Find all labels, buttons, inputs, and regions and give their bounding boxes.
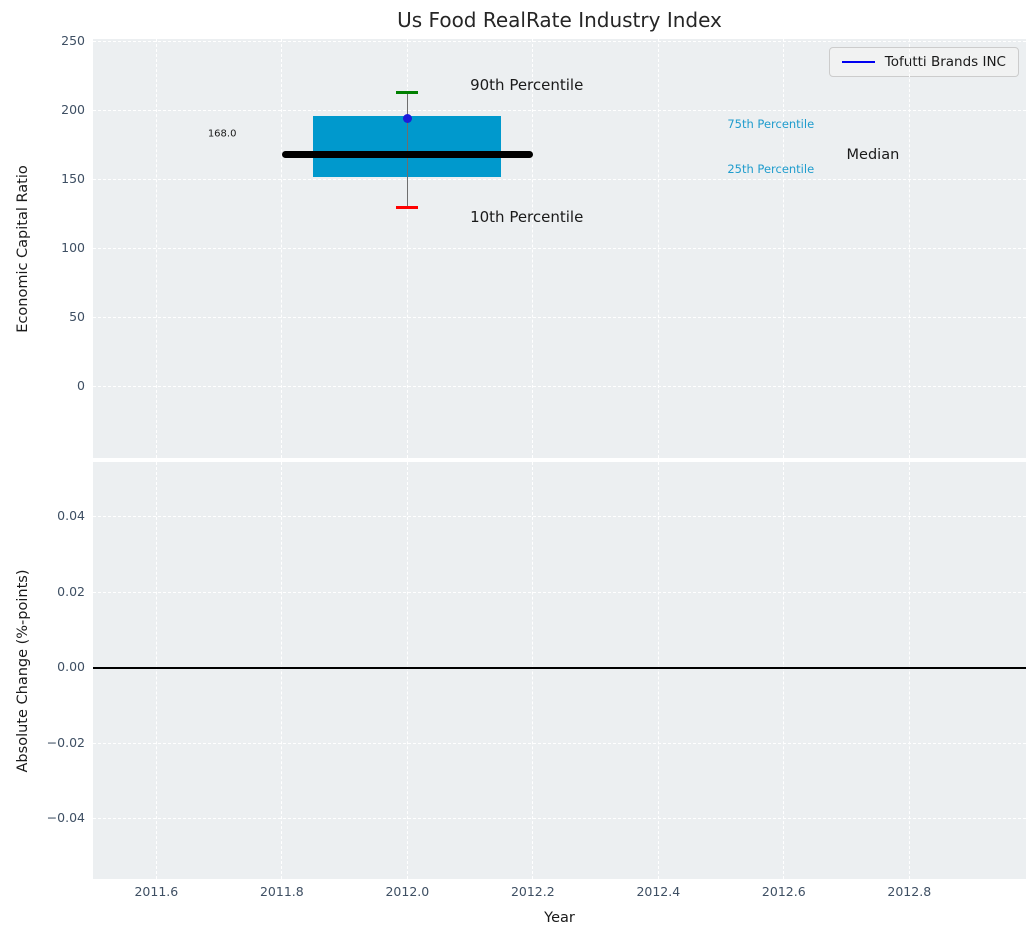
y-gridline [93, 41, 1026, 43]
y-tick-label: 0.00 [57, 659, 85, 675]
y-gridline [93, 818, 1026, 820]
y-tick-label: −0.04 [46, 809, 85, 825]
x-tick-label: 2012.8 [887, 884, 932, 899]
x-gridline [908, 462, 910, 879]
annotation-10th-percentile: 10th Percentile [470, 207, 584, 226]
chart-title: Us Food RealRate Industry Index [397, 8, 722, 32]
y-tick-label: −0.02 [46, 734, 85, 750]
x-tick-label: 2011.8 [259, 884, 304, 899]
x-gridline [406, 462, 408, 879]
x-gridline [155, 462, 157, 879]
y-tick-label: 150 [61, 170, 85, 186]
whisker-line [406, 92, 408, 208]
zero-baseline [93, 667, 1026, 669]
annotation-168-0: 168.0 [207, 128, 237, 140]
annotation-25th-percentile: 25th Percentile [727, 161, 815, 176]
y-tick-label: 0 [77, 377, 85, 393]
x-tick-label: 2012.4 [636, 884, 681, 899]
y-gridline [93, 742, 1026, 744]
y-gridline [93, 591, 1026, 593]
top-plot-area: Tofutti Brands INC 90th Percentile 10th P… [93, 39, 1026, 458]
company-marker [402, 113, 412, 123]
y-gridline [93, 110, 1026, 112]
whisker-cap-10th [396, 205, 419, 209]
x-tick-label: 2012.6 [761, 884, 806, 899]
y-tick-label: 100 [61, 239, 85, 255]
y-tick-label: 250 [61, 32, 85, 48]
x-tick-label: 2012.0 [385, 884, 430, 899]
x-gridline [657, 462, 659, 879]
y-tick-label: 50 [69, 308, 85, 324]
y-gridline [93, 179, 1026, 181]
y-gridline [93, 385, 1026, 387]
y-tick-label: 200 [61, 101, 85, 117]
bottom-plot-area [93, 462, 1026, 879]
whisker-cap-90th [396, 91, 419, 95]
x-axis-label: Year [544, 910, 575, 926]
legend: Tofutti Brands INC [828, 47, 1019, 77]
x-gridline [783, 462, 785, 879]
x-tick-label: 2011.6 [134, 884, 179, 899]
median-line [281, 151, 533, 159]
y-gridline [93, 516, 1026, 518]
annotation-90th-percentile: 90th Percentile [470, 75, 584, 94]
x-gridline [281, 462, 283, 879]
annotation-median: Median [846, 146, 900, 163]
y-tick-label: 0.04 [57, 508, 85, 524]
x-tick-label: 2012.2 [510, 884, 555, 899]
annotation-75th-percentile: 75th Percentile [727, 116, 815, 131]
y-tick-label: 0.02 [57, 583, 85, 599]
legend-label: Tofutti Brands INC [884, 54, 1006, 70]
x-gridline [532, 462, 534, 879]
legend-line-swatch [841, 60, 875, 64]
y-gridline [93, 248, 1026, 249]
y-gridline [93, 316, 1026, 318]
